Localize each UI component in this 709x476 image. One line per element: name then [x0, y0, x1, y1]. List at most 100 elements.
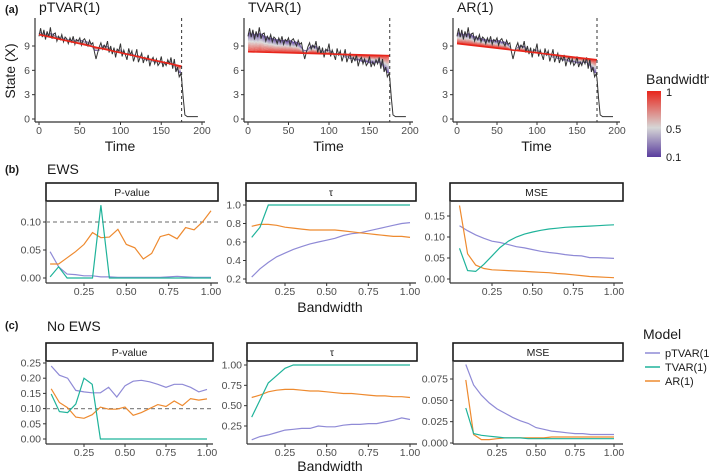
- facet-strip: [246, 342, 418, 362]
- metric-ytick-label: 0.00: [21, 434, 42, 446]
- legend-label-TVAR: TVAR(1): [665, 362, 707, 374]
- metric-ytick-label: 0.20: [21, 373, 42, 385]
- facet-strip-label: P-value: [114, 187, 150, 199]
- series-line-TVAR: [458, 224, 615, 273]
- metric-panel-row-c-τ: τ 0.25 0.50 0.75 1.00 0.25 0.50 0.75 1.00: [222, 342, 421, 459]
- metric-ytick-label: 0.8: [226, 218, 241, 230]
- legend-bandwidth-label-0.5: 0.5: [666, 124, 681, 136]
- metric-ytick-label: 0.10: [425, 232, 446, 244]
- metric-xtick-label: 1.00: [400, 286, 421, 298]
- metric-xtick-label: 1.00: [400, 447, 421, 459]
- x-axis-label-time: Time: [105, 138, 136, 154]
- series-line-pTVAR: [465, 364, 614, 436]
- legend-bandwidth-label-1: 1: [666, 87, 672, 99]
- panel-tag-a: (a): [5, 4, 19, 16]
- metric-xtick-label: 0.75: [563, 286, 584, 298]
- metric-xtick-label: 0.75: [156, 447, 177, 459]
- timeseries-ytick-label: 0: [442, 114, 448, 126]
- timeseries-xtick-label: 200: [608, 125, 626, 137]
- series-line-AR: [251, 223, 411, 238]
- metric-ytick-label: 0.00: [21, 273, 42, 285]
- timeseries-xtick-label: 150: [152, 125, 170, 137]
- row-title-ews: EWS: [47, 161, 79, 177]
- series-line-AR: [465, 379, 614, 441]
- facet-strip-label: MSE: [527, 347, 550, 359]
- metric-ytick-label: 0.25: [222, 421, 243, 433]
- metric-panel-row-c-MSE: MSE 0.000 0.025 0.050 0.075 0.25 0.50 0.75 1.00: [422, 342, 624, 459]
- metric-ytick-label: 1.00: [222, 360, 243, 372]
- x-axis-label-time: Time: [313, 138, 344, 154]
- series-line-AR: [251, 388, 411, 399]
- metric-ytick-label: 0.6: [226, 237, 241, 249]
- metric-xtick-label: 1.00: [197, 447, 218, 459]
- timeseries-xtick-label: 150: [361, 125, 379, 137]
- metric-ytick-label: 0.050: [422, 395, 448, 407]
- metric-panel-row-c-P-value: P-value 0.00 0.05 0.10 0.15 0.20 0.25 0.25 0.50 0…: [21, 342, 218, 459]
- metric-xtick-label: 0.75: [358, 286, 379, 298]
- metric-xtick-label: 0.25: [482, 286, 503, 298]
- series-line-TVAR: [465, 407, 614, 440]
- timeseries-panel-TVAR(1): TVAR(1) 0 3 6 9 0 50 100 150 200 Time: [233, 0, 419, 154]
- series-line-pTVAR: [50, 365, 208, 398]
- metric-ytick-label: 0.00: [425, 274, 446, 286]
- metric-ytick-label: 1.0: [226, 200, 241, 212]
- metric-xtick-label: 0.25: [487, 447, 508, 459]
- metric-ytick-label: 0.25: [21, 358, 42, 370]
- timeseries-xtick-label: 50: [491, 125, 503, 137]
- y-axis-label-state: State (X): [2, 43, 18, 98]
- timeseries-xtick-label: 0: [245, 125, 251, 137]
- timeseries-ytick-label: 0: [24, 114, 30, 126]
- metric-xtick-label: 0.75: [158, 286, 179, 298]
- metric-ytick-label: 0.15: [21, 388, 42, 400]
- metric-xtick-label: 0.25: [275, 447, 296, 459]
- facet-strip: [449, 182, 624, 202]
- metric-ytick-label: 0.2: [226, 274, 241, 286]
- facet-strip-label: MSE: [525, 187, 548, 199]
- x-axis-label-time: Time: [521, 138, 552, 154]
- metric-ytick-label: 0.000: [422, 438, 448, 450]
- legend-bandwidth-label-0.1: 0.1: [666, 152, 681, 164]
- metric-xtick-label: 0.25: [275, 286, 296, 298]
- timeseries-ytick-label: 6: [442, 65, 448, 77]
- metric-xtick-label: 0.75: [565, 447, 586, 459]
- metric-ytick-label: 0.15: [425, 211, 446, 223]
- timeseries-ytick-label: 6: [24, 65, 30, 77]
- panel-tag-c: (c): [5, 320, 19, 332]
- series-line-AR: [50, 210, 212, 265]
- metric-ytick-label: 0.05: [21, 245, 42, 257]
- metric-ytick-label: 0.075: [422, 374, 448, 386]
- facet-strip: [245, 182, 417, 202]
- metric-xtick-label: 0.25: [74, 447, 95, 459]
- timeseries-xtick-label: 150: [568, 125, 586, 137]
- timeseries-ytick-label: 3: [442, 89, 448, 101]
- timeseries-xtick-label: 200: [401, 125, 419, 137]
- metric-panel-row-b-P-value: P-value 0.00 0.05 0.10 0.25 0.50 0.75 1.00: [21, 182, 221, 298]
- metric-xtick-label: 0.50: [316, 447, 337, 459]
- timeseries-ytick-label: 9: [442, 41, 448, 53]
- series-line-pTVAR: [49, 251, 211, 278]
- timeseries-ytick-label: 3: [24, 89, 30, 101]
- series-line-pTVAR: [251, 222, 411, 278]
- series-line-TVAR: [251, 204, 410, 238]
- series-line-pTVAR: [251, 417, 411, 441]
- facet-strip-label: τ: [330, 347, 335, 359]
- metric-xtick-label: 0.50: [522, 286, 543, 298]
- facet-strip-label: P-value: [112, 347, 148, 359]
- timeseries-xtick-label: 50: [74, 125, 86, 137]
- legend-bandwidth-colorbar: [647, 91, 661, 157]
- timeseries-ytick-label: 9: [24, 41, 30, 53]
- metric-panel-row-b-MSE: MSE 0.00 0.05 0.10 0.15 0.25 0.50 0.75 1.00: [425, 182, 624, 298]
- metric-ytick-label: 0.10: [21, 403, 42, 415]
- timeseries-xtick-label: 50: [283, 125, 295, 137]
- series-line-TVAR: [49, 205, 211, 279]
- timeseries-ytick-label: 3: [233, 89, 239, 101]
- series-line-AR: [458, 205, 615, 279]
- timeseries-ytick-label: 9: [233, 41, 239, 53]
- fit-line-bw-1: [456, 42, 598, 61]
- timeseries-panel-AR(1): AR(1) 0 3 6 9 0 50 100 150 200 Time: [442, 0, 626, 154]
- timeseries-panel-pTVAR(1): pTVAR(1) 0 3 6 9 0 50 100 150 200 Time: [24, 0, 211, 154]
- metric-xtick-label: 0.50: [316, 286, 337, 298]
- x-axis-label-bandwidth-b: Bandwidth: [297, 299, 362, 315]
- series-line-TVAR: [50, 377, 207, 440]
